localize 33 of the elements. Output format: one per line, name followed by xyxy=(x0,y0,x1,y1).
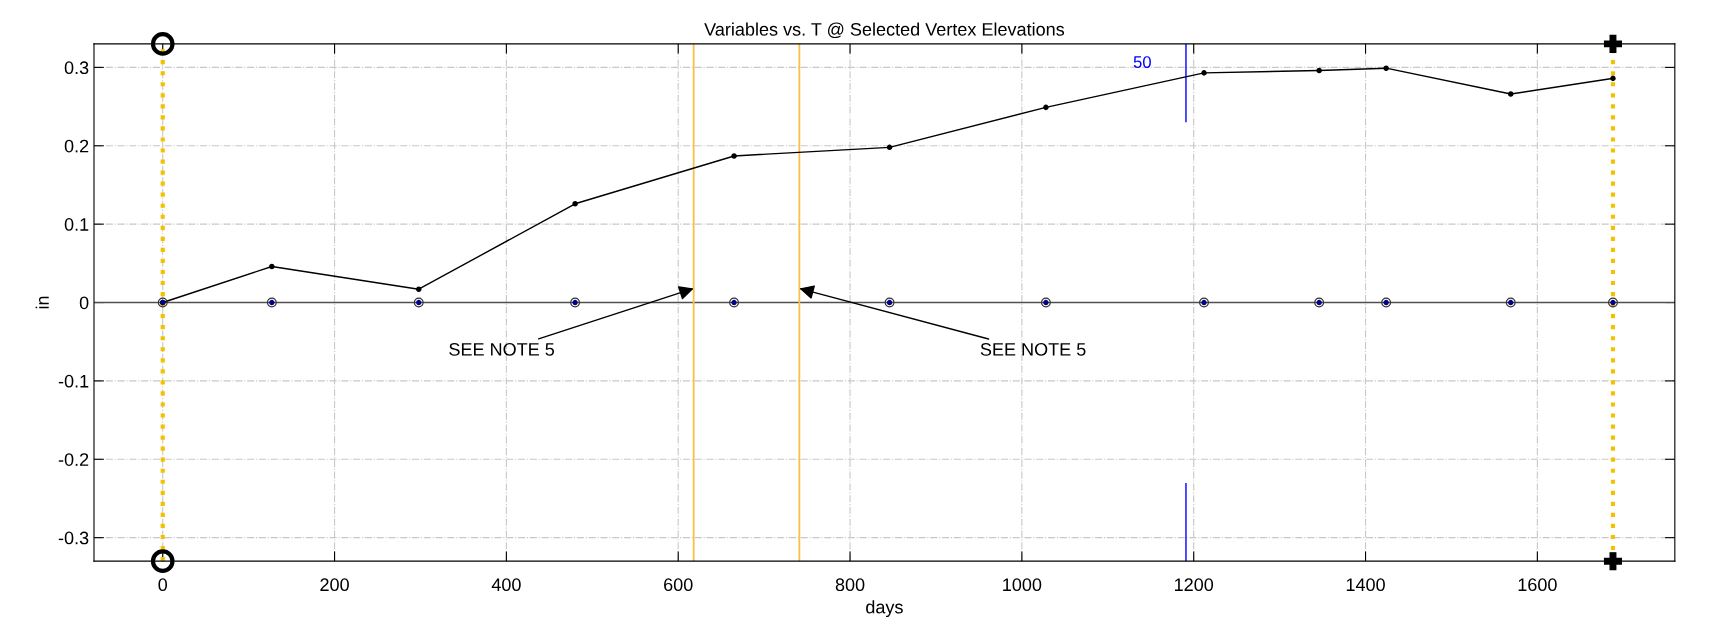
x-tick-label: 1200 xyxy=(1174,578,1214,592)
point xyxy=(1201,70,1207,76)
x-tick-label: 1000 xyxy=(1003,578,1042,592)
y-tick-label: -0.1 xyxy=(58,374,89,388)
point xyxy=(731,153,737,159)
y-tick-label: -0.2 xyxy=(58,453,89,466)
point xyxy=(1383,65,1389,71)
x-tick-label: 600 xyxy=(664,578,693,592)
x-axis-title: days xyxy=(866,600,903,618)
x-tick-label: 400 xyxy=(491,578,521,592)
x-tick-label: 1400 xyxy=(1346,578,1385,592)
y-tick-label: 0 xyxy=(79,296,89,310)
y-tick-label: 0.1 xyxy=(64,218,89,231)
point xyxy=(572,200,578,207)
y-tick-label: 0.2 xyxy=(64,139,89,153)
x-tick-label: 800 xyxy=(835,578,865,592)
point xyxy=(269,263,275,270)
point xyxy=(1507,91,1514,97)
point xyxy=(415,286,422,292)
point xyxy=(886,144,893,151)
annotation: 50 xyxy=(1133,56,1151,68)
y-tick-label: 0.3 xyxy=(64,61,89,75)
x-tick-label: 1600 xyxy=(1518,578,1557,592)
x-tick-label: 200 xyxy=(320,578,349,592)
point xyxy=(1610,75,1616,82)
y-tick-label: -0.3 xyxy=(58,531,89,545)
y-axis-title: in xyxy=(35,296,49,309)
point xyxy=(1316,67,1322,74)
point xyxy=(1043,104,1049,111)
ref-line-label: SEE NOTE 5 xyxy=(980,342,1086,356)
ref-line-label: SEE NOTE 5 xyxy=(449,342,555,356)
chart-title: Variables vs. T @ Selected Vertex Elevations xyxy=(704,22,1065,39)
x-tick-label: 0 xyxy=(158,578,168,592)
